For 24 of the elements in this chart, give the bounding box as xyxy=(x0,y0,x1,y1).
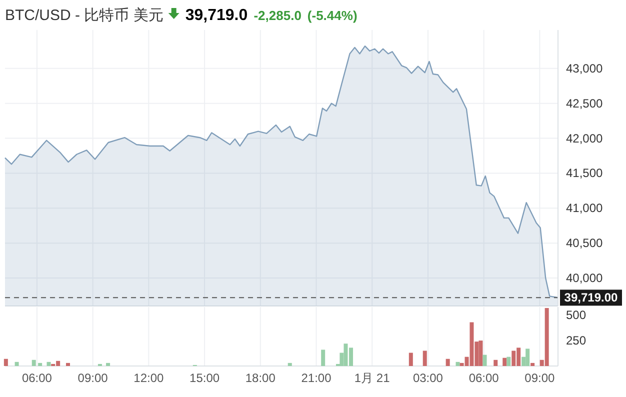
y-tick-label: 42,500 xyxy=(566,96,604,110)
x-tick-label: 06:00 xyxy=(468,371,500,385)
x-tick-label: 18:00 xyxy=(245,371,276,385)
text: -2,285.0 xyxy=(254,8,302,23)
x-tick-label: 21:00 xyxy=(301,371,332,385)
y-tick-label: 42,000 xyxy=(566,131,604,146)
x-tick-label: 15:00 xyxy=(190,371,220,385)
y-tick-label: 250 xyxy=(566,334,586,348)
y-tick-label: 40,500 xyxy=(566,236,604,250)
y-tick-label: 43,000 xyxy=(566,61,604,76)
y-tick-label: 500 xyxy=(566,308,586,322)
x-tick-label: 09:00 xyxy=(78,371,108,385)
chart-title: BTC/USD - 比特币 美元 xyxy=(5,7,164,24)
text: 39,719.0 xyxy=(185,7,248,24)
x-tick-label: 06:00 xyxy=(22,371,52,385)
x-tick-label: 1月 21 xyxy=(354,371,390,385)
y-tick-label: 40,000 xyxy=(566,271,604,286)
x-tick-label: 09:00 xyxy=(524,371,556,385)
x-tick-label: 03:00 xyxy=(412,371,444,385)
y-tick-label: 41,500 xyxy=(566,166,604,180)
ref-line-label: 39,719.00 xyxy=(564,290,618,305)
y-tick-label: 41,000 xyxy=(566,201,604,216)
text: (-5.44%) xyxy=(307,8,358,23)
x-tick-label: 12:00 xyxy=(134,371,164,385)
